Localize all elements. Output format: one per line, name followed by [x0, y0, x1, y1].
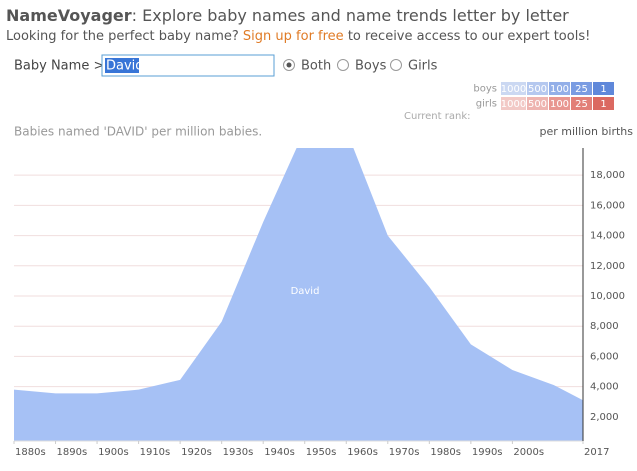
rank-caption: Current rank:: [404, 111, 470, 122]
radio-dot: [286, 62, 292, 68]
x-tick-label: 1930s: [223, 447, 254, 458]
rank-cell: [593, 82, 614, 95]
name-input[interactable]: [101, 54, 275, 77]
x-tick-label: 2017: [584, 447, 609, 458]
x-tick-label: 1880s: [15, 447, 46, 458]
x-tick-label: 1890s: [57, 447, 88, 458]
subtitle-text: to receive access to our expert tools!: [348, 29, 591, 44]
input-label: Baby Name >: [14, 59, 104, 74]
subtitle: Looking for the perfect baby name? Sign …: [6, 29, 590, 44]
rank-row-label: girls: [476, 99, 497, 110]
series-label: David: [291, 286, 320, 297]
subtitle-text: Looking for the perfect baby name?: [6, 29, 239, 44]
y-axis-label: per million births: [540, 125, 634, 138]
x-tick-label: 1980s: [430, 447, 461, 458]
rank-cell-label: 1000: [501, 84, 526, 95]
brand: NameVoyager: [6, 6, 132, 25]
y-tick-label: 12,000: [590, 261, 625, 272]
x-tick-label: 1940s: [264, 447, 295, 458]
radio-group: Both Boys Girls: [283, 59, 438, 74]
rank-cell-label: 500: [528, 84, 547, 95]
rank-cell-label: 1: [600, 99, 606, 110]
page-title: NameVoyager: Explore baby names and name…: [6, 6, 569, 25]
rank-cell-label: 100: [550, 84, 569, 95]
rank-cell: [501, 97, 526, 110]
y-tick-label: 14,000: [590, 231, 625, 242]
rank-cell: [549, 82, 570, 95]
y-tick-label: 4,000: [590, 382, 619, 393]
rank-cell: [549, 97, 570, 110]
radio[interactable]: [390, 59, 402, 71]
y-tick-label: 6,000: [590, 351, 619, 362]
x-tick-label: 1900s: [98, 447, 129, 458]
rank-cell: [571, 97, 592, 110]
y-tick-label: 10,000: [590, 291, 625, 302]
x-tick-label: 1990s: [472, 447, 503, 458]
rank-row-label: boys: [473, 84, 497, 95]
selection: [105, 58, 139, 73]
rank-cell-label: 1000: [501, 99, 526, 110]
title: : Explore baby names and name trends let…: [132, 6, 570, 25]
x-tick-label: 1970s: [389, 447, 420, 458]
chart: 2,000 4,000 6,000 8,000 10,000 12,000 14,000 16…: [13, 148, 625, 458]
radio[interactable]: [337, 59, 349, 71]
signup-link[interactable]: Sign up for free: [243, 29, 344, 44]
y-tick-label: 16,000: [590, 200, 625, 211]
x-tick-label: 1910s: [140, 447, 171, 458]
rank-cell-label: 1: [600, 84, 606, 95]
rank-cell: [571, 82, 592, 95]
area: [14, 148, 583, 441]
x-tick-label: 1950s: [306, 447, 337, 458]
x-tick-label: 1960s: [347, 447, 378, 458]
radio-label: Both: [301, 59, 331, 74]
rank-cell-label: 25: [575, 99, 588, 110]
rank-cell: [527, 97, 548, 110]
y-tick-label: 2,000: [590, 412, 619, 423]
y-tick-label: 18,000: [590, 170, 625, 181]
y-tick-label: 8,000: [590, 321, 619, 332]
radio-label: Girls: [408, 59, 438, 74]
rank-cell: [501, 82, 526, 95]
rank-cell-label: 500: [528, 99, 547, 110]
rank-cell-label: 25: [575, 84, 588, 95]
x-tick-label: 2000s: [513, 447, 544, 458]
input-value: David: [106, 59, 144, 74]
chart-title: Babies named 'DAVID' per million babies.: [14, 125, 262, 139]
x-tick-label: 1920s: [181, 447, 212, 458]
rank-cell-label: 100: [550, 99, 569, 110]
rank-legend: boys 1000 500 100 25 1 girls 1000 500 100 25 1: [473, 82, 614, 110]
rank-cell: [593, 97, 614, 110]
radio-label: Boys: [355, 59, 387, 74]
rank-cell: [527, 82, 548, 95]
